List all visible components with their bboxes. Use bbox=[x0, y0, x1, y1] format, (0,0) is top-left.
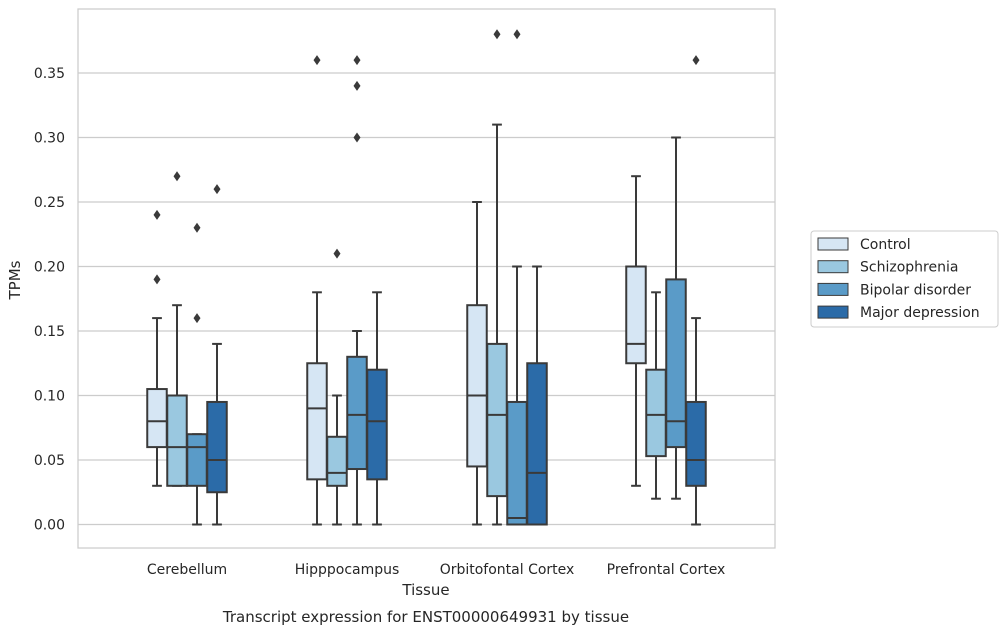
legend-label: Bipolar disorder bbox=[860, 282, 971, 298]
outlier-point bbox=[493, 29, 501, 40]
plot-frame bbox=[77, 8, 776, 549]
box-hipppocampus-major-depression bbox=[366, 291, 388, 526]
x-tick-label: Prefrontal Cortex bbox=[607, 562, 726, 578]
box-orbitofontal-cortex-schizophrenia bbox=[486, 29, 508, 526]
box-iqr bbox=[306, 362, 328, 481]
box-iqr bbox=[486, 342, 508, 498]
y-tick-labels: 0.00 0.05 0.10 0.15 0.20 0.25 0.30 0.35 bbox=[34, 66, 65, 534]
box-orbitofontal-cortex-bipolar-disorder bbox=[506, 29, 528, 526]
outlier-point bbox=[153, 274, 161, 285]
box-iqr bbox=[506, 400, 528, 526]
outlier-point bbox=[173, 171, 181, 182]
x-tick-labels: Cerebellum Hipppocampus Orbitofontal Corte… bbox=[147, 562, 725, 578]
box-iqr bbox=[146, 388, 168, 449]
box-iqr bbox=[665, 278, 687, 449]
x-tick-label: Cerebellum bbox=[147, 562, 227, 578]
box-iqr bbox=[346, 355, 368, 471]
box-prefrontal-cortex-bipolar-disorder bbox=[665, 136, 687, 500]
legend-swatch bbox=[817, 282, 849, 296]
box-iqr bbox=[206, 400, 228, 494]
box-orbitofontal-cortex-major-depression bbox=[526, 265, 548, 526]
legend-swatch bbox=[817, 305, 849, 319]
outlier-point bbox=[353, 80, 361, 91]
y-tick-label: 0.35 bbox=[34, 66, 65, 82]
box-prefrontal-cortex-major-depression bbox=[685, 55, 707, 526]
legend-label: Schizophrenia bbox=[860, 260, 958, 276]
y-tick-label: 0.10 bbox=[34, 389, 65, 405]
legend-label: Major depression bbox=[860, 305, 980, 321]
box-orbitofontal-cortex-control bbox=[466, 201, 488, 526]
legend-swatch bbox=[817, 260, 849, 274]
figure-caption: Transcript expression for ENST0000064993… bbox=[222, 608, 629, 626]
box-cerebellum-control bbox=[146, 209, 168, 487]
y-tick-label: 0.20 bbox=[34, 260, 65, 276]
y-tick-label: 0.05 bbox=[34, 453, 65, 469]
box-hipppocampus-control bbox=[306, 55, 328, 526]
y-tick-label: 0.00 bbox=[34, 518, 65, 534]
outlier-point bbox=[333, 248, 341, 259]
legend-label: Control bbox=[860, 237, 911, 253]
outlier-point bbox=[193, 313, 201, 324]
outlier-point bbox=[353, 132, 361, 143]
box-cerebellum-schizophrenia bbox=[166, 171, 188, 487]
outlier-point bbox=[353, 55, 361, 66]
box-prefrontal-cortex-schizophrenia bbox=[645, 291, 667, 500]
outlier-point bbox=[513, 29, 521, 40]
box-hipppocampus-schizophrenia bbox=[326, 248, 348, 526]
box-iqr bbox=[186, 433, 208, 487]
outlier-point bbox=[213, 184, 221, 195]
outlier-point bbox=[692, 55, 700, 66]
y-axis-label: TPMs bbox=[6, 260, 24, 300]
box-iqr bbox=[625, 265, 647, 365]
outlier-point bbox=[313, 55, 321, 66]
box-hipppocampus-bipolar-disorder bbox=[346, 55, 368, 526]
box-iqr bbox=[526, 362, 548, 526]
legend-frame bbox=[810, 230, 999, 328]
x-tick-label: Orbitofontal Cortex bbox=[440, 562, 575, 578]
y-tick-label: 0.15 bbox=[34, 324, 65, 340]
x-axis-label: Tissue bbox=[401, 581, 449, 599]
y-tick-label: 0.25 bbox=[34, 195, 65, 211]
box-iqr bbox=[326, 435, 348, 487]
box-cerebellum-bipolar-disorder bbox=[186, 222, 208, 526]
box-iqr bbox=[366, 368, 388, 481]
box-cerebellum-major-depression bbox=[206, 184, 228, 526]
plot-boxes bbox=[146, 29, 707, 526]
box-iqr bbox=[466, 304, 488, 468]
box-iqr bbox=[166, 394, 188, 487]
legend-swatch bbox=[817, 237, 849, 251]
x-tick-label: Hipppocampus bbox=[295, 562, 400, 578]
box-iqr bbox=[685, 400, 707, 487]
y-tick-label: 0.30 bbox=[34, 131, 65, 147]
legend: Control Schizophrenia Bipolar disorder Majo… bbox=[810, 230, 999, 328]
box-iqr bbox=[645, 368, 667, 458]
box-prefrontal-cortex-control bbox=[625, 175, 647, 487]
outlier-point bbox=[193, 222, 201, 233]
outlier-point bbox=[153, 209, 161, 220]
